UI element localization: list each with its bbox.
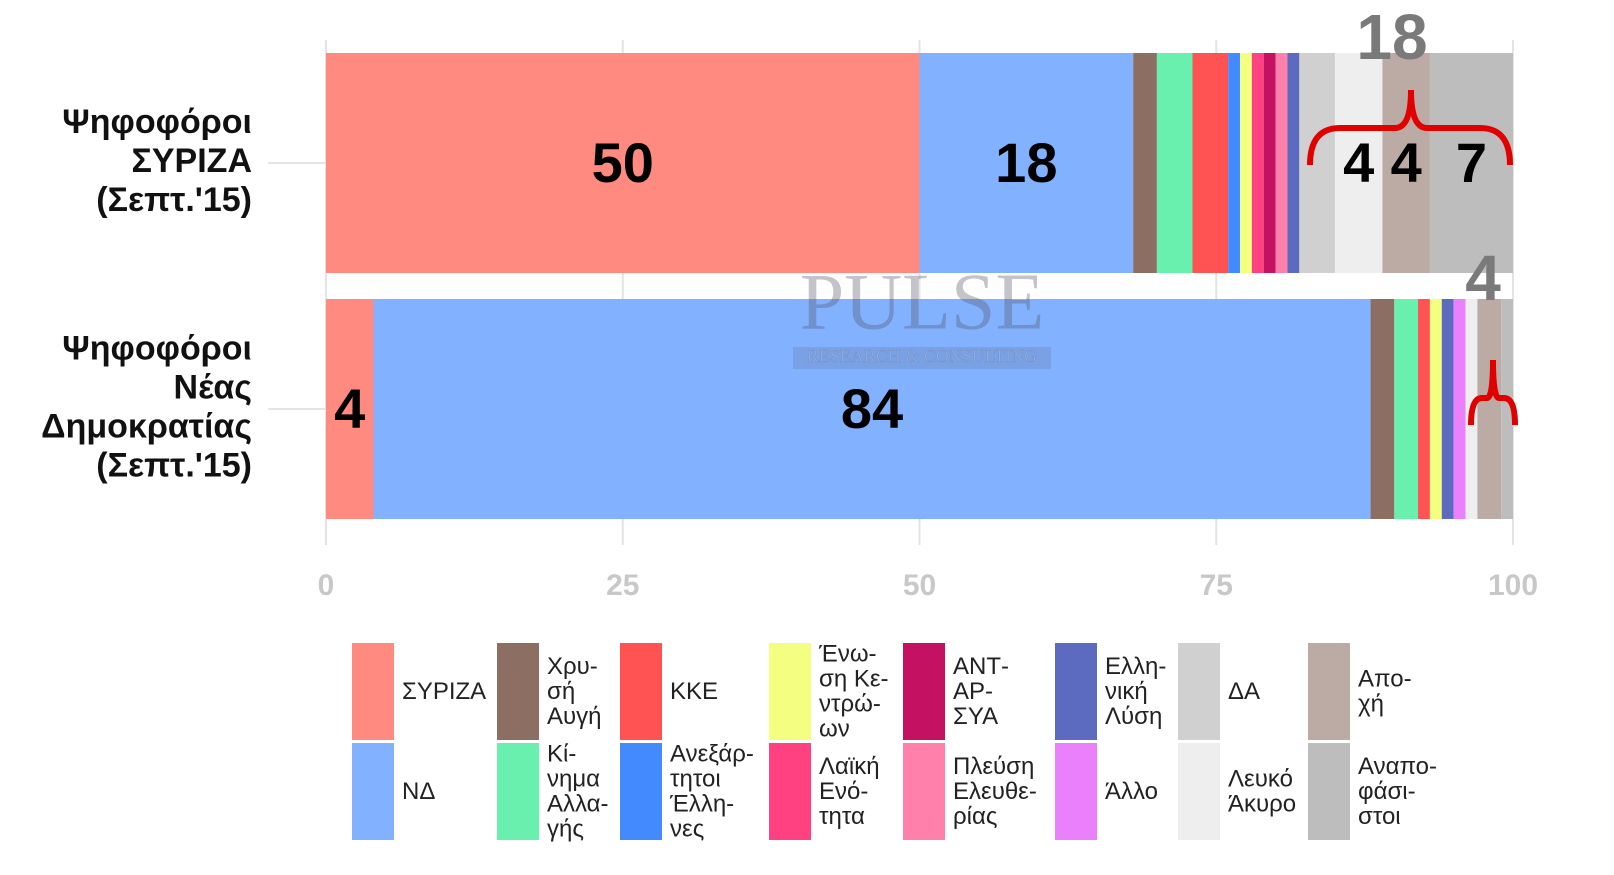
- legend-label: ΝΔ: [402, 778, 435, 805]
- bar-segment: [1133, 53, 1157, 273]
- data-label: 50: [592, 131, 654, 194]
- bar-segment: [919, 53, 1134, 273]
- bar-segment: [1394, 299, 1419, 519]
- bar-segment: [1441, 299, 1454, 519]
- legend-swatch: [1178, 743, 1220, 840]
- bar-segment: [326, 53, 920, 273]
- bar-segment: [1263, 53, 1276, 273]
- bar-segment: [1228, 53, 1240, 273]
- legend-swatch: [620, 643, 662, 740]
- bar-segment: [1370, 299, 1395, 519]
- bar-segment: [326, 299, 374, 519]
- bracket: [1468, 359, 1518, 426]
- legend-swatch: [1055, 643, 1097, 740]
- bar-segment: [1382, 53, 1430, 273]
- legend-label: Λευκό Άκυρο: [1228, 766, 1296, 818]
- legend-label: Ελλη-νική Λύση: [1105, 653, 1166, 730]
- bar-segment: [1418, 299, 1430, 519]
- legend-label: ΑΝΤ-ΑΡ-ΣΥΑ: [953, 653, 1009, 730]
- bar-segment: [373, 299, 1371, 519]
- legend-swatch: [497, 643, 539, 740]
- data-label: 4: [334, 377, 365, 440]
- bar-segment: [1429, 53, 1513, 273]
- legend-swatch: [1178, 643, 1220, 740]
- watermark-band: [793, 347, 1051, 369]
- x-tick-label: 100: [1488, 569, 1538, 602]
- bar-segment: [1239, 53, 1252, 273]
- data-label: 4: [1391, 131, 1422, 194]
- bar-segment: [1275, 53, 1288, 273]
- bar-segment: [1477, 299, 1502, 519]
- legend-label: Αναπο-φάσι-στοι: [1358, 753, 1437, 830]
- annotation: 4: [1465, 242, 1501, 314]
- annotation: 18: [1356, 1, 1427, 73]
- data-label: 18: [995, 131, 1057, 194]
- x-tick-label: 50: [903, 569, 936, 602]
- legend-swatch: [497, 743, 539, 840]
- legend-label: Πλεύση Ελευθε-ρίας: [953, 753, 1037, 830]
- legend-swatch: [1308, 743, 1350, 840]
- data-label: 7: [1456, 131, 1487, 194]
- bar-segment: [1192, 53, 1229, 273]
- legend-label: ΣΥΡΙΖΑ: [402, 678, 486, 705]
- bar-segment: [1251, 53, 1264, 273]
- legend-label: Άλλο: [1105, 778, 1158, 805]
- legend-label: Λαϊκή Ενό-τητα: [819, 753, 880, 830]
- legend-label: Κί-νημα Αλλα-γής: [547, 741, 609, 843]
- bracket: [1307, 89, 1513, 166]
- bar-segment: [1501, 299, 1513, 519]
- data-label: 84: [841, 377, 903, 440]
- legend-swatch: [903, 643, 945, 740]
- x-tick-label: 25: [606, 569, 639, 602]
- bar-segment: [1453, 299, 1466, 519]
- legend-swatch: [769, 643, 811, 740]
- legend-swatch: [352, 643, 394, 740]
- legend-label: Απο-χή: [1358, 666, 1412, 718]
- legend-swatch: [620, 743, 662, 840]
- watermark: PULSERESEARCH & CONSULTING: [793, 258, 1051, 369]
- legend-label: Ένω-ση Κε-ντρώ-ων: [818, 641, 889, 743]
- legend-label: Χρυ-σή Αυγή: [547, 653, 601, 730]
- bar-segment: [1287, 53, 1300, 273]
- legend-swatch: [1308, 643, 1350, 740]
- legend-swatch: [1055, 743, 1097, 840]
- watermark-text: PULSE: [800, 258, 1045, 346]
- legend-label: ΚΚΕ: [670, 678, 718, 705]
- bar-segment: [1156, 53, 1193, 273]
- legend-swatch: [903, 743, 945, 840]
- data-label: 4: [1343, 131, 1374, 194]
- legend-swatch: [352, 743, 394, 840]
- x-tick-label: 0: [318, 569, 335, 602]
- bar-segment: [1429, 299, 1442, 519]
- legend-label: ΔΑ: [1228, 678, 1260, 705]
- watermark-text: RESEARCH & CONSULTING: [807, 346, 1037, 366]
- y-tick-label: Ψηφοφόροι ΣΥΡΙΖΑ (Σεπτ.'15): [62, 103, 252, 219]
- y-tick-label: Ψηφοφόροι Νέας Δημοκρατίας (Σεπτ.'15): [41, 329, 252, 484]
- bar-segment: [1299, 53, 1335, 273]
- legend-label: Ανεξάρ-τητοι Έλλη-νες: [669, 741, 754, 843]
- bar-segment: [1334, 53, 1383, 273]
- legend-swatch: [769, 743, 811, 840]
- x-tick-label: 75: [1200, 569, 1233, 602]
